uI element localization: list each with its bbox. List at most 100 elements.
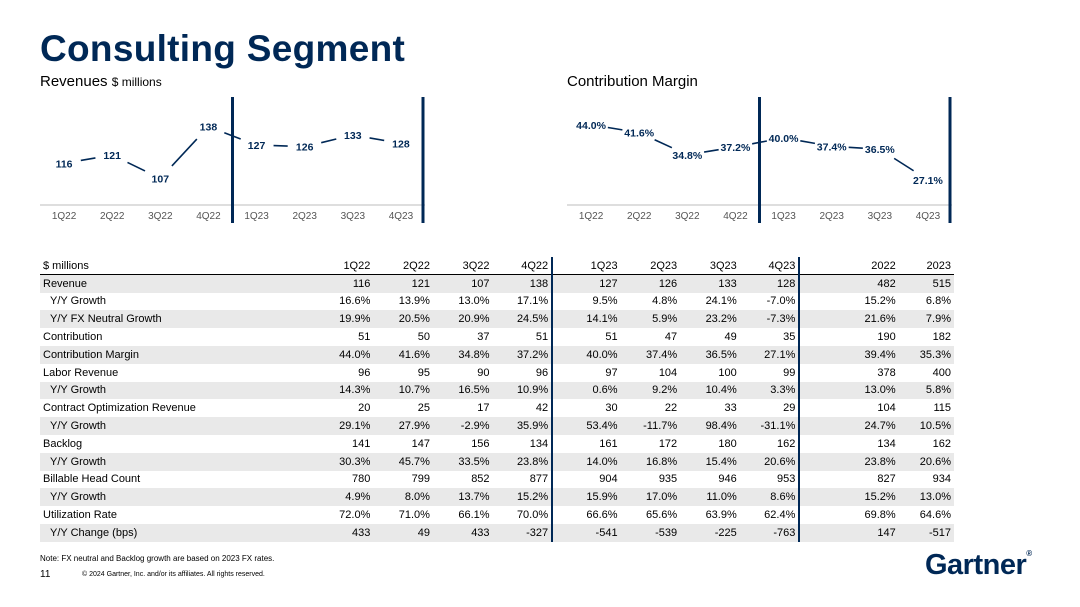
x-tick-label: 2Q23 — [819, 211, 844, 222]
table-cell: 37.2% — [492, 345, 554, 364]
table-header-cell: 3Q23 — [680, 257, 740, 276]
table-cell: -7.0% — [739, 292, 801, 311]
table-cell: 50 — [417, 331, 430, 344]
table-cell: 128 — [739, 274, 801, 293]
data-label: 128 — [392, 138, 410, 150]
table-cell: 799 — [411, 473, 430, 486]
table-header-cell: 2Q22 — [373, 257, 433, 276]
table-cell: 23.2% — [680, 310, 740, 329]
table-cell: 17.1% — [492, 292, 554, 311]
table-header-cell: 2022 — [799, 257, 899, 276]
table-row: Y/Y Growth 30.3% 45.7% 33.5% 23.8% 14.0% 16.8%… — [40, 452, 954, 471]
table-cell: -539 — [620, 523, 681, 542]
table-cell: 827 — [877, 473, 896, 486]
table-cell: 66.6% — [586, 509, 618, 522]
table-cell: 70.0% — [492, 506, 554, 524]
table-cell: 23.8% — [799, 452, 899, 471]
table-cell: 147 — [411, 437, 430, 450]
table-cell: 182 — [932, 331, 951, 344]
table-cell: 433 — [432, 523, 493, 542]
table-cell: 30.3% — [304, 452, 374, 471]
table-cell: -541 — [552, 523, 621, 542]
table-cell: 35.9% — [492, 417, 554, 435]
table-cell: 100 — [718, 366, 737, 379]
data-label: 44.0% — [576, 120, 606, 132]
x-tick-label: 1Q22 — [579, 211, 604, 222]
table-header-corner: $ millions — [40, 257, 305, 276]
row-label: Y/Y FX Neutral Growth — [40, 310, 305, 329]
table-cell: 51 — [492, 328, 554, 346]
series-line-segment — [171, 138, 198, 167]
revenue-chart-unit: $ millions — [111, 75, 162, 89]
table-row: Y/Y Change (bps) 433 49 433 -327 -541 -539 -225… — [40, 523, 954, 542]
table-cell: 133 — [680, 274, 740, 293]
table-cell: 17 — [477, 402, 490, 415]
table-cell: 121 — [373, 274, 433, 293]
table-cell: 33.5% — [432, 452, 493, 471]
table-cell: 29.1% — [304, 417, 374, 435]
series-line-segment — [654, 138, 673, 149]
row-label: Y/Y Growth — [40, 417, 305, 435]
data-label: 126 — [296, 142, 314, 154]
table-cell: 134 — [877, 437, 896, 450]
table-cell: 141 — [352, 437, 371, 450]
table-cell: 42 — [492, 399, 554, 418]
table-cell: 7.9% — [898, 310, 954, 329]
table-header-cell: 2023 — [898, 257, 954, 276]
row-label: Contribution Margin — [40, 345, 305, 364]
table-cell: 6.8% — [925, 295, 951, 308]
table-row: Y/Y Growth 4.9% 8.0% 13.7% 15.2% 15.9% 17.0% 11… — [40, 488, 954, 507]
table-cell: 5.9% — [620, 310, 681, 329]
table-cell: 433 — [304, 523, 374, 542]
table-row: Contribution 51 50 37 51 51 47 49 35 190 182 — [40, 328, 954, 346]
table-cell: 162 — [739, 434, 801, 453]
x-tick-label: 4Q23 — [389, 211, 414, 222]
table-row: Y/Y FX Neutral Growth 19.9% 20.5% 20.9% 24.5… — [40, 310, 954, 329]
table-cell: 37.4% — [620, 345, 681, 364]
gartner-logo: Gartner® — [925, 549, 1032, 582]
x-tick-label: 4Q22 — [196, 211, 221, 222]
table-header-cell: 4Q22 — [492, 257, 554, 276]
table-header-cell: 3Q22 — [432, 257, 493, 276]
table-cell: 16.5% — [432, 381, 493, 400]
row-label: Contract Optimization Revenue — [43, 402, 196, 415]
footnote: Note: FX neutral and Backlog growth are … — [40, 554, 275, 563]
table-cell: 15.2% — [864, 295, 896, 308]
table-cell: 30 — [605, 402, 618, 415]
table-cell: 27.1% — [739, 345, 801, 364]
table-cell: 10.4% — [680, 381, 740, 400]
row-label: Utilization Rate — [43, 509, 117, 522]
table-cell: 20.5% — [373, 310, 433, 329]
revenue-chart-title: Revenues $ millions — [40, 73, 162, 90]
table-cell: 134 — [492, 434, 554, 453]
table-cell: -11.7% — [620, 417, 681, 435]
x-tick-label: 4Q22 — [723, 211, 748, 222]
table-cell: 34.8% — [432, 345, 493, 364]
table-cell: 138 — [492, 274, 554, 293]
x-tick-label: 3Q23 — [341, 211, 366, 222]
table-cell: -327 — [492, 523, 554, 542]
table-cell: 180 — [718, 437, 737, 450]
table-cell: 147 — [799, 523, 899, 542]
table-cell: 29 — [739, 399, 801, 418]
table-cell: 104 — [877, 402, 896, 415]
table-cell: 877 — [492, 470, 554, 489]
table-cell: 39.4% — [799, 345, 899, 364]
row-label: Y/Y Change (bps) — [40, 523, 305, 542]
page-number: 11 — [40, 569, 51, 580]
series-line-segment — [703, 148, 719, 153]
table-row: Y/Y Growth 29.1% 27.9% -2.9% 35.9% 53.4% -11.7… — [40, 417, 954, 435]
table-cell: 15.4% — [680, 452, 740, 471]
table-cell: 16.8% — [620, 452, 681, 471]
table-cell: 14.1% — [552, 310, 621, 329]
table-cell: 63.9% — [705, 509, 737, 522]
table-cell: 16.6% — [339, 295, 371, 308]
table-cell: 41.6% — [373, 345, 433, 364]
table-cell: 90 — [477, 366, 490, 379]
table-cell: 156 — [471, 437, 490, 450]
table-cell: 127 — [552, 274, 621, 293]
table-cell: 21.6% — [799, 310, 899, 329]
table-cell: 14.0% — [552, 452, 621, 471]
x-tick-label: 1Q23 — [244, 211, 269, 222]
revenue-chart: 116 121 107 138 127 126 133 128 1Q22 2Q22 3Q22 4Q22… — [40, 97, 425, 223]
